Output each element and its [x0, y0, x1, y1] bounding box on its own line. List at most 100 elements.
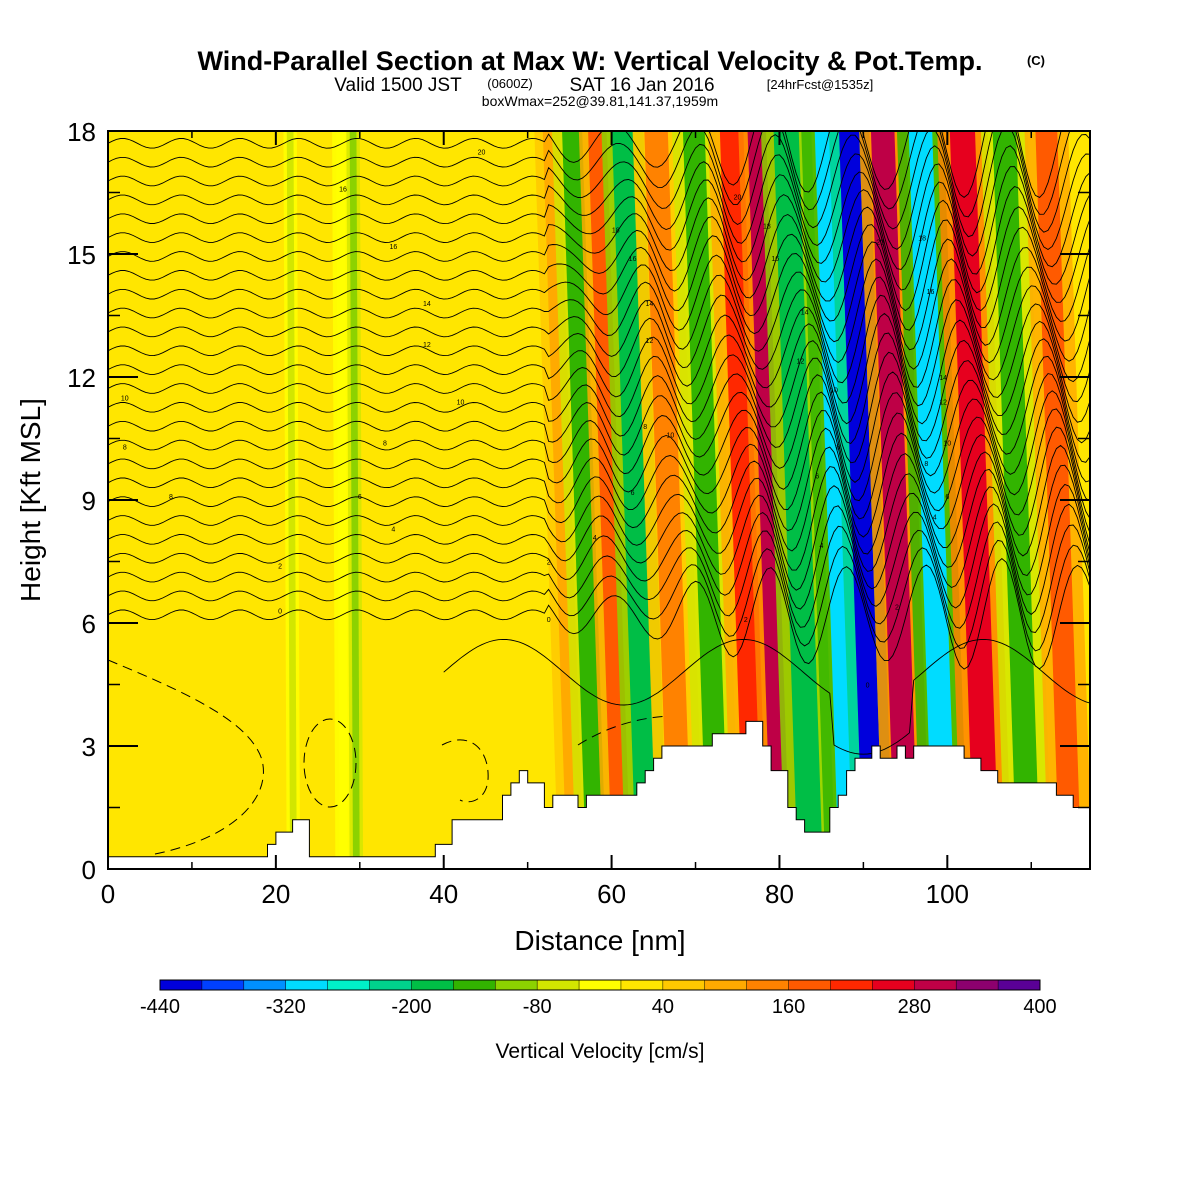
contour-label: 12: [797, 359, 805, 366]
contour-label: 4: [593, 535, 597, 542]
contour-label: 10: [121, 396, 129, 403]
colorbar-swatch: [998, 980, 1041, 990]
colorbar-swatch: [579, 980, 622, 990]
velocity-band: [949, 131, 1000, 869]
theta-contour-line: [108, 521, 1090, 633]
contour-label: 14: [423, 301, 431, 308]
theta-contour-line: [108, 371, 1090, 483]
theta-contour-line: [108, 145, 1090, 257]
contour-label: 10: [666, 432, 674, 439]
colorbar-frame: [159, 979, 1041, 991]
colorbar-tick-label: -320: [266, 996, 306, 1018]
colorbar-swatch: [201, 980, 245, 990]
theta-contour-line: [108, 219, 1090, 331]
colorbar-swatch: [243, 980, 287, 990]
x-tick-label: 40: [429, 879, 458, 909]
x-tick-label: 20: [261, 879, 290, 909]
velocity-band: [682, 131, 729, 869]
contour-label: 16: [339, 186, 347, 193]
contour-label: 0: [547, 617, 551, 624]
y-tick-label: 18: [67, 117, 96, 147]
contour-label: 8: [643, 424, 647, 431]
contour-labels: 1088161614121086420201816141210864202018…: [121, 150, 951, 690]
dashed-contour: [108, 659, 264, 856]
velocity-band: [562, 131, 607, 869]
colorbar-tick-label: 160: [772, 996, 805, 1018]
subtitle-box-wmax: boxWmax=252@39.81,141.37,1959m: [482, 93, 718, 109]
contour-label: 16: [629, 256, 637, 263]
x-tick-label: 100: [926, 879, 969, 909]
theta-contour-line: [108, 258, 1090, 370]
theta-contour-line: [108, 199, 1090, 312]
colorbar-swatch: [620, 980, 664, 990]
colorbar-tick-label: 40: [652, 996, 674, 1018]
colorbar-tick-label: -440: [140, 996, 180, 1018]
contour-label: 20: [478, 150, 486, 157]
contour-label: 12: [645, 338, 653, 345]
colorbar-swatch: [704, 980, 748, 990]
colorbar-swatch: [285, 980, 329, 990]
y-tick-label: 12: [67, 363, 96, 393]
theta-contour-line: [108, 238, 1090, 351]
theta-contour-line: [443, 638, 1090, 755]
contour-label: 4: [933, 514, 937, 521]
subtitle-valid: Valid 1500 JST: [334, 75, 462, 96]
negative-contours: [108, 659, 669, 856]
velocity-band: [612, 131, 657, 869]
x-tick-label: 60: [597, 879, 626, 909]
theta-contour-line: [108, 276, 1090, 388]
colorbar-swatch: [746, 980, 790, 990]
colorbar-swatch: [662, 980, 706, 990]
colorbar: -440 -320 -200 -80 40 160 280 400: [140, 979, 1057, 1018]
contour-label: 10: [943, 441, 951, 448]
contour-label: 8: [169, 494, 173, 501]
contour-label: 14: [801, 309, 809, 316]
theta-contour-line: [108, 332, 1090, 445]
x-tick-label: 80: [765, 879, 794, 909]
colorbar-swatch: [369, 980, 412, 990]
theta-contour-line: [108, 539, 1090, 652]
chart-title: Wind-Parallel Section at Max W: Vertical…: [198, 46, 983, 76]
contour-label: 2: [744, 617, 748, 624]
theta-contour-line: [108, 312, 1090, 425]
colorbar-swatch: [956, 980, 999, 990]
velocity-field: [283, 131, 1090, 869]
theta-contour-line: [108, 351, 1090, 464]
contour-label: 8: [924, 461, 928, 468]
y-tick-label: 9: [82, 486, 96, 516]
colorbar-tick-label: 400: [1023, 996, 1056, 1018]
velocity-band: [644, 131, 692, 869]
contour-label: 6: [358, 494, 362, 501]
subtitle-forecast: [24hrFcst@1535z]: [767, 77, 873, 92]
contour-label: 20: [876, 240, 884, 247]
velocity-band: [773, 131, 823, 869]
plot-area: 1088161614121086420201816141210864202018…: [108, 131, 1090, 869]
contour-label: 8: [123, 445, 127, 452]
colorbar-title: Vertical Velocity [cm/s]: [496, 1040, 705, 1063]
contour-label: 12: [939, 400, 947, 407]
x-axis-label: Distance [nm]: [514, 925, 685, 956]
contour-label: 6: [945, 494, 949, 501]
chart-title-tag: (C): [1027, 53, 1045, 68]
contour-label: 14: [939, 375, 947, 382]
contour-label: 18: [612, 227, 620, 234]
x-tick-label: 0: [101, 879, 115, 909]
theta-contour-line: [108, 464, 1090, 577]
velocity-band: [839, 131, 884, 869]
theta-contour-line: [108, 131, 1090, 238]
contour-label: 8: [383, 441, 387, 448]
velocity-band: [349, 131, 360, 869]
colorbar-swatch: [830, 980, 873, 990]
colorbar-swatch: [914, 980, 957, 990]
theta-contour-line: [108, 163, 1090, 275]
colorbar-swatch: [160, 980, 203, 990]
contour-label: 0: [866, 683, 870, 690]
contour-label: 14: [645, 301, 653, 308]
y-tick-label: 15: [67, 240, 96, 270]
velocity-band: [1035, 131, 1082, 869]
colorbar-swatch: [537, 980, 580, 990]
velocity-band: [336, 131, 348, 869]
subtitle-utc: (0600Z): [487, 76, 533, 91]
theta-contour-line: [108, 444, 1090, 557]
